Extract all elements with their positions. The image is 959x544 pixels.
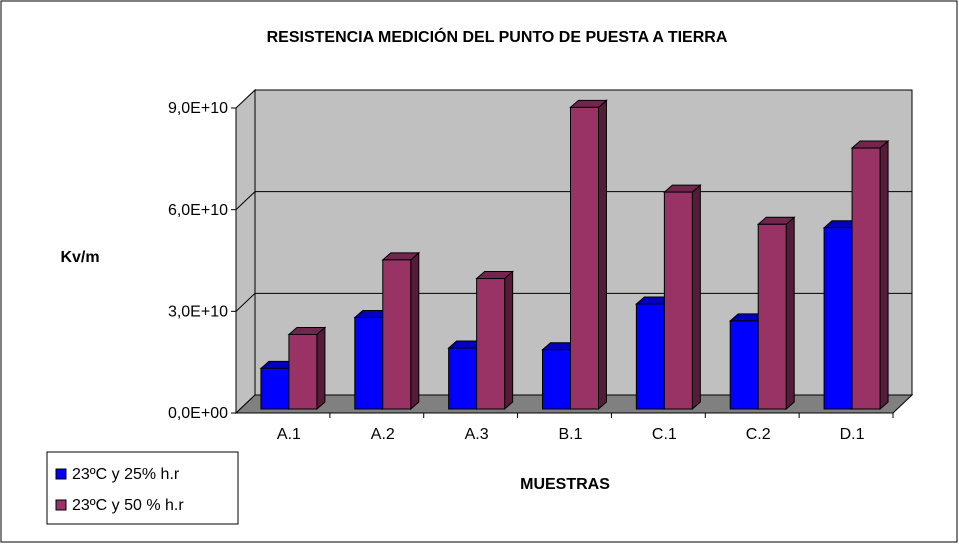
bar [635,303,665,410]
bar [823,227,853,410]
x-tick-label: A.1 [277,426,301,443]
bar-side [879,139,889,411]
legend [46,451,239,525]
y-axis-label: Kv/m [60,249,99,266]
legend-label: 23ºC y 50 % h.r [72,497,184,514]
bar-side [504,270,514,411]
bar-side [316,326,326,411]
bar [354,317,384,410]
y-tick-label: 0,0E+00 [168,405,228,422]
bar [288,333,318,410]
x-tick-label: C.2 [746,426,771,443]
y-tick-label: 3,0E+10 [168,304,228,321]
y-tick-label: 9,0E+10 [168,100,228,117]
bar-side [785,216,795,411]
x-tick-label: C.1 [652,426,677,443]
bar [663,191,693,410]
chart-title: RESISTENCIA MEDICIÓN DEL PUNTO DE PUESTA… [267,27,728,46]
x-tick-label: A.3 [465,426,489,443]
bar [382,259,412,410]
bar-side [598,99,607,411]
bar-side [691,184,701,411]
legend-label: 23ºC y 25% h.r [72,466,180,483]
bar [260,367,290,410]
x-axis-label: MUESTRAS [520,476,610,493]
x-tick-label: A.2 [371,426,395,443]
y-tick-label: 6,0E+10 [168,202,228,219]
legend-swatch [55,499,67,511]
bar [729,320,759,410]
bar [448,347,478,410]
x-tick-label: D.1 [840,426,865,443]
bar [570,106,599,410]
x-tick-label: B.1 [558,426,582,443]
legend-swatch [55,468,67,480]
bar-side [410,251,420,411]
bar [851,147,881,410]
bar [476,278,506,410]
bar [542,349,571,410]
side-wall [235,88,256,415]
bar [757,223,787,410]
